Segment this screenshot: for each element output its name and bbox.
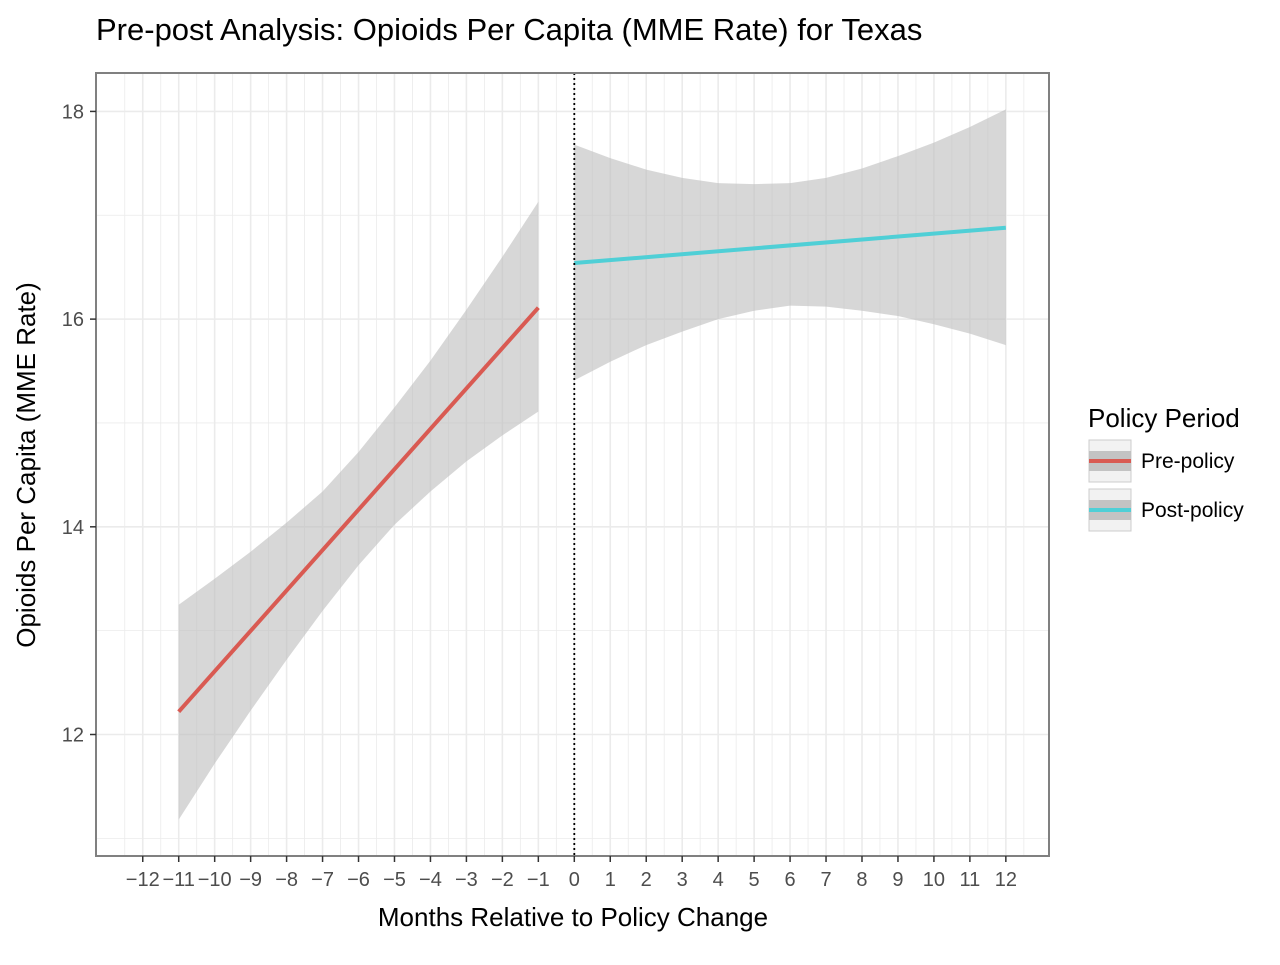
x-axis-title: Months Relative to Policy Change (378, 902, 768, 932)
x-tick-label: 12 (995, 869, 1017, 891)
y-tick-label: 12 (62, 725, 84, 747)
x-tick-label: −4 (419, 869, 442, 891)
x-tick-label: −2 (491, 869, 514, 891)
x-tick-label: 8 (856, 869, 867, 891)
axes: −12 −11 −10 −9 −8 −7 −6 −5 −4 −3 −2 −1 0 1 2 3 4 5 6 7 8 9 10 1… (62, 72, 1050, 891)
x-tick-label: 0 (569, 869, 580, 891)
x-tick-label: −9 (239, 869, 262, 891)
y-tick-label: 16 (62, 309, 84, 331)
x-tick-label: −8 (275, 869, 298, 891)
x-tick-label: 9 (892, 869, 903, 891)
series-line-post-policy (574, 225, 1007, 266)
x-tick-label: 11 (960, 869, 981, 891)
x-tick-label: 6 (785, 869, 796, 891)
x-tick-label: 4 (713, 869, 724, 891)
legend: Policy Period Pre-policy Post-policy (1088, 403, 1244, 532)
x-tick-label: 10 (923, 869, 945, 891)
y-tick-label: 18 (62, 101, 84, 123)
x-tick-label: −1 (527, 869, 550, 891)
x-tick-label: −5 (383, 869, 406, 891)
x-tick-label: 3 (677, 869, 688, 891)
x-tick-label: −12 (126, 869, 160, 891)
x-tick-label: −7 (311, 869, 334, 891)
y-tick-label: 14 (62, 517, 84, 539)
x-tick-label: 2 (641, 869, 652, 891)
panel-border (95, 72, 1050, 857)
legend-items: Pre-policy Post-policy (1088, 439, 1244, 532)
series-line-pre-policy (177, 306, 540, 713)
x-tick-label: −3 (455, 869, 478, 891)
x-tick-label: 5 (749, 869, 760, 891)
chart-title: Pre-post Analysis: Opioids Per Capita (M… (96, 12, 922, 47)
legend-label: Post-policy (1141, 499, 1244, 522)
x-tick-label: 7 (820, 869, 831, 891)
series-lines (177, 73, 1007, 856)
x-tick-label: 1 (605, 869, 616, 891)
x-tick-label: −11 (162, 869, 194, 891)
x-tick-label: −10 (198, 869, 232, 891)
y-axis-title: Opioids Per Capita (MME Rate) (11, 282, 41, 648)
x-tick-label: −6 (347, 869, 370, 891)
legend-label: Pre-policy (1141, 450, 1235, 473)
legend-title: Policy Period (1088, 403, 1240, 433)
